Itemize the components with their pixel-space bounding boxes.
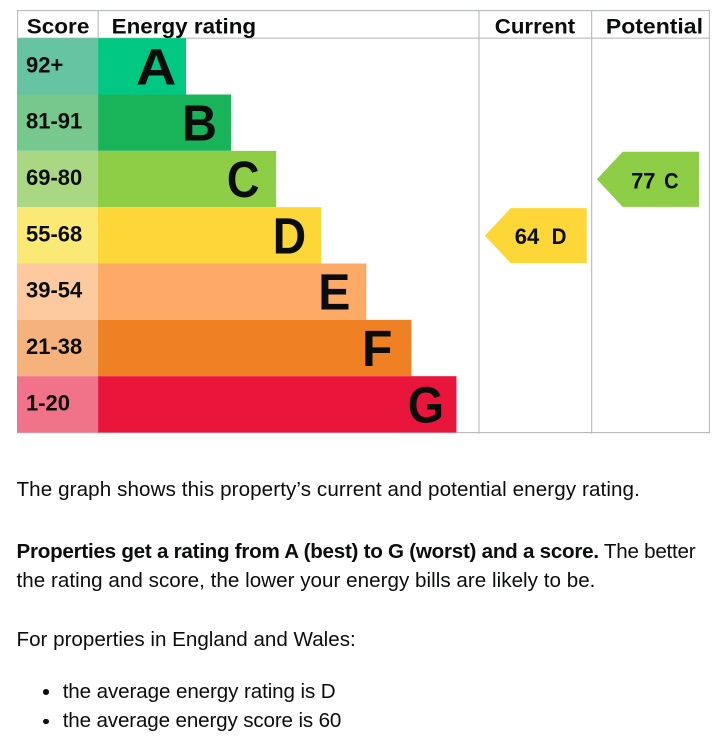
svg-text:G: G (408, 376, 444, 433)
svg-text:A: A (136, 38, 176, 95)
svg-text:55-68: 55-68 (26, 221, 82, 246)
svg-text:69-80: 69-80 (26, 165, 82, 190)
svg-text:D: D (552, 224, 567, 249)
svg-text:21-38: 21-38 (26, 334, 82, 359)
svg-text:Score: Score (27, 14, 90, 38)
svg-text:1-20: 1-20 (26, 390, 70, 415)
svg-text:D: D (273, 207, 306, 264)
svg-text:C: C (664, 169, 679, 194)
svg-text:Potential: Potential (606, 14, 703, 38)
svg-text:77: 77 (631, 169, 655, 194)
svg-text:C: C (227, 151, 260, 208)
svg-text:81-91: 81-91 (26, 109, 82, 134)
svg-text:64: 64 (515, 224, 540, 249)
svg-text:92+: 92+ (26, 52, 63, 77)
svg-text:39-54: 39-54 (26, 278, 83, 303)
svg-text:B: B (182, 95, 217, 152)
svg-text:F: F (362, 320, 392, 377)
svg-text:E: E (318, 264, 350, 321)
svg-text:Energy rating: Energy rating (112, 14, 256, 38)
svg-text:Current: Current (495, 14, 575, 38)
